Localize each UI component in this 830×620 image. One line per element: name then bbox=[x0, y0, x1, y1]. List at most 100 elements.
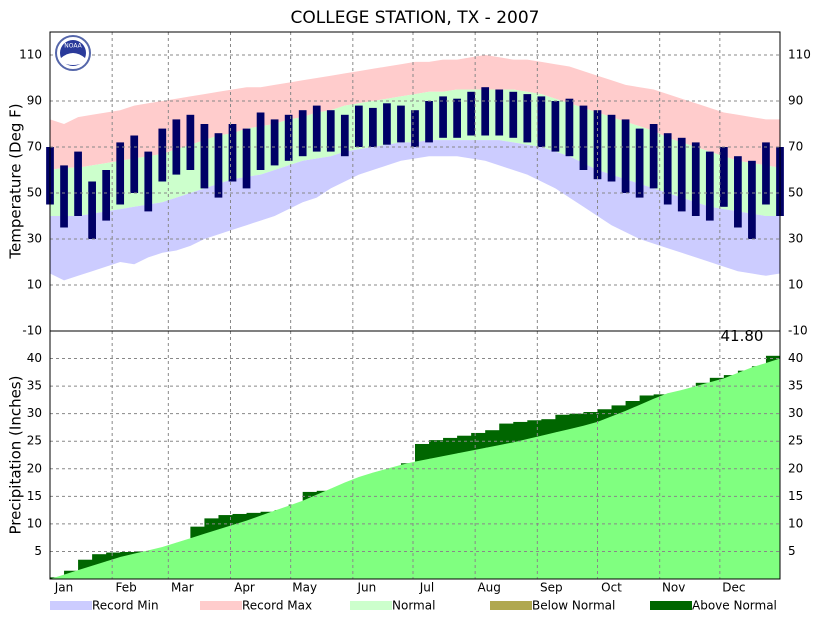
observed-bar bbox=[354, 105, 363, 147]
observed-bar bbox=[340, 114, 349, 157]
observed-bar bbox=[369, 107, 377, 147]
observed-bar bbox=[565, 98, 574, 157]
above-normal bbox=[569, 413, 584, 430]
observed-bar bbox=[467, 91, 476, 136]
observed-bar bbox=[495, 89, 504, 136]
y-tick-label: 50 bbox=[27, 186, 42, 200]
logo-text: NOAA bbox=[64, 43, 82, 50]
y-tick-label: 35 bbox=[27, 379, 42, 393]
observed-bar bbox=[116, 142, 125, 205]
observed-bar bbox=[635, 128, 644, 198]
y-axis-label: Temperature (Deg F) bbox=[7, 103, 25, 259]
y-tick-label: 40 bbox=[27, 351, 42, 365]
x-tick-label: Dec bbox=[722, 581, 745, 595]
y2-tick-label: 30 bbox=[788, 406, 803, 420]
y-tick-label: 10 bbox=[27, 278, 42, 292]
observed-bar bbox=[734, 156, 742, 228]
observed-bar bbox=[298, 110, 307, 157]
above-normal bbox=[415, 443, 430, 462]
above-normal bbox=[709, 377, 725, 383]
legend-swatch bbox=[200, 601, 242, 610]
y-tick-label: 30 bbox=[27, 232, 42, 246]
observed-bar bbox=[411, 110, 419, 147]
observed-bar bbox=[312, 105, 321, 152]
x-tick-label: May bbox=[292, 581, 317, 595]
observed-bar bbox=[607, 114, 616, 182]
y2-tick-label: 20 bbox=[788, 461, 803, 475]
above-normal bbox=[120, 551, 135, 557]
above-normal bbox=[499, 423, 514, 446]
y2-tick-label: 35 bbox=[788, 379, 803, 393]
above-normal bbox=[190, 526, 205, 539]
above-normal bbox=[639, 395, 655, 405]
y-tick-label: 25 bbox=[27, 434, 42, 448]
above-normal bbox=[555, 414, 570, 433]
observed-bar bbox=[130, 135, 139, 193]
observed-bar bbox=[677, 137, 686, 212]
observed-bar bbox=[453, 98, 461, 138]
above-normal bbox=[218, 515, 233, 530]
x-tick-label: Jan bbox=[54, 581, 74, 595]
x-tick-label: Jun bbox=[356, 581, 376, 595]
observed-bar bbox=[144, 151, 153, 212]
observed-bar bbox=[397, 105, 405, 143]
x-tick-label: Sep bbox=[540, 581, 563, 595]
plots: -10 -10 10 10 30 30 50 50 70 70 90 90 110 110 41.80 5 5 1… bbox=[19, 31, 811, 613]
legend-label: Normal bbox=[392, 599, 435, 613]
y-tick-label: 20 bbox=[27, 461, 42, 475]
logo-bird bbox=[61, 53, 85, 65]
above-normal bbox=[541, 419, 556, 436]
y2-tick-label: 30 bbox=[788, 232, 803, 246]
x-tick-label: Aug bbox=[477, 581, 500, 595]
legend-swatch bbox=[650, 601, 692, 610]
observed-bar bbox=[481, 87, 490, 136]
y2-tick-label: 15 bbox=[788, 489, 803, 503]
y2-tick-label: 90 bbox=[788, 94, 803, 108]
y-tick-label: -10 bbox=[22, 324, 42, 338]
above-normal bbox=[583, 412, 598, 426]
observed-bar bbox=[284, 114, 293, 161]
observed-bar bbox=[383, 103, 391, 145]
x-tick-label: Mar bbox=[171, 581, 194, 595]
y-tick-label: 30 bbox=[27, 406, 42, 420]
legend-label: Record Min bbox=[92, 599, 159, 613]
x-tick-label: Oct bbox=[601, 581, 622, 595]
observed-bar bbox=[158, 128, 167, 182]
y-tick-label: 110 bbox=[19, 48, 42, 62]
above-normal bbox=[471, 432, 486, 451]
above-normal bbox=[204, 518, 219, 534]
observed-bar bbox=[60, 165, 68, 228]
above-normal bbox=[611, 405, 627, 417]
observed-bar bbox=[270, 119, 279, 166]
above-normal bbox=[527, 420, 542, 440]
observed-bar bbox=[509, 91, 518, 138]
y2-tick-label: 50 bbox=[788, 186, 803, 200]
observed-bar bbox=[663, 133, 672, 205]
observed-bar bbox=[102, 170, 111, 221]
above-normal bbox=[513, 421, 528, 443]
observed-bar bbox=[579, 105, 588, 170]
above-normal bbox=[232, 513, 248, 525]
legend-label: Record Max bbox=[242, 599, 312, 613]
legend-label: Below Normal bbox=[532, 599, 615, 613]
observed-bar bbox=[228, 124, 237, 182]
y2-tick-label: 110 bbox=[788, 48, 811, 62]
observed-bar bbox=[621, 119, 630, 193]
above-normal bbox=[429, 440, 444, 459]
y2-tick-label: -10 bbox=[788, 324, 808, 338]
legend-label: Above Normal bbox=[692, 599, 777, 613]
legend-swatch bbox=[50, 601, 92, 610]
y2-tick-label: 25 bbox=[788, 434, 803, 448]
above-normal bbox=[78, 559, 93, 571]
y-tick-label: 5 bbox=[34, 544, 42, 558]
observed-bar bbox=[425, 101, 433, 143]
observed-bar bbox=[748, 160, 756, 239]
observed-bar bbox=[242, 128, 251, 189]
y2-tick-label: 40 bbox=[788, 351, 803, 365]
observed-bar bbox=[88, 181, 96, 239]
above-normal bbox=[246, 512, 262, 521]
observed-bar bbox=[649, 124, 658, 189]
above-normal bbox=[106, 552, 121, 562]
above-normal bbox=[765, 355, 781, 363]
